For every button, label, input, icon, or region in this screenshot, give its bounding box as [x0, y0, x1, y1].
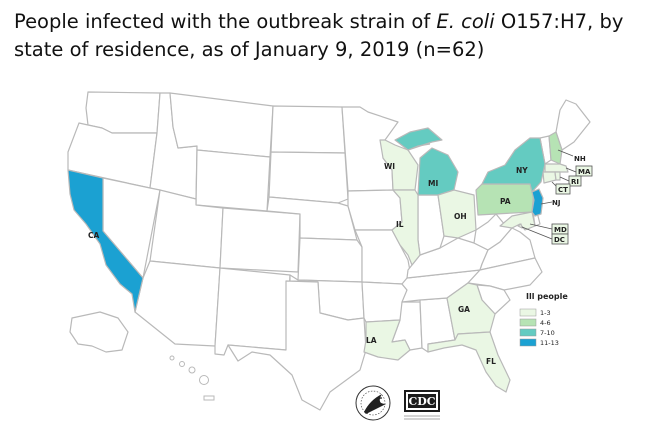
- label-fl: FL: [486, 357, 496, 366]
- state-me: [555, 99, 591, 151]
- label-md: MD: [554, 226, 567, 234]
- legend: Ill people 1-3 4-6 7-10 11-13: [519, 292, 568, 347]
- state-labels: CA WI MI IL OH NY PA GA LA FL: [88, 162, 528, 366]
- state-ma: [544, 163, 569, 173]
- title-suffix: O157:H7, by state of residence, as of Ja…: [14, 10, 624, 61]
- label-il: IL: [396, 220, 404, 229]
- state-ri: [554, 171, 561, 181]
- label-pa: PA: [500, 197, 511, 206]
- state-ct: [542, 171, 557, 184]
- state-nd: [270, 105, 346, 154]
- state-nj: [531, 188, 544, 217]
- legend-label: 4-6: [540, 319, 551, 327]
- state-az: [134, 260, 221, 347]
- legend-swatch: [519, 318, 537, 327]
- state-co: [219, 207, 301, 273]
- label-ga: GA: [458, 305, 470, 314]
- title-organism: E. coli: [436, 10, 495, 33]
- label-ma: MA: [578, 168, 591, 176]
- callouts: NH MA RI CT NJ MD DC: [521, 149, 593, 245]
- label-ny: NY: [516, 166, 528, 175]
- great-lakes-outline: [407, 143, 431, 151]
- hhs-logo: [355, 385, 391, 421]
- cdc-logo: CDC: [404, 390, 440, 420]
- state-ia: [347, 189, 403, 231]
- state-nm: [214, 267, 291, 356]
- label-ca: CA: [88, 231, 100, 240]
- colored-states: [67, 127, 569, 393]
- state-tx: [227, 280, 367, 411]
- callout-box-ri: [568, 175, 582, 187]
- callout-box-ct: [555, 183, 571, 195]
- state-wi: [379, 139, 419, 191]
- legend-swatch: [519, 338, 537, 347]
- state-sd: [268, 151, 349, 204]
- state-ca: [67, 169, 144, 313]
- label-ct: CT: [558, 186, 568, 194]
- state-ks: [297, 237, 363, 283]
- cdc-logo-text: CDC: [408, 395, 435, 408]
- legend-label: 7-10: [540, 329, 555, 337]
- legend-swatch: [519, 328, 537, 337]
- title-prefix: People infected with the outbreak strain…: [14, 10, 437, 33]
- legend-label: 11-13: [540, 339, 559, 347]
- inset-hawaii: [169, 355, 209, 385]
- state-oh: [437, 189, 477, 239]
- inset-puerto-rico: [203, 395, 215, 401]
- label-dc: DC: [554, 236, 565, 244]
- state-md: [499, 211, 536, 231]
- callout-box-ma: [575, 165, 593, 177]
- label-wi: WI: [384, 162, 395, 171]
- label-oh: OH: [454, 212, 467, 221]
- legend-title: Ill people: [526, 292, 568, 301]
- callout-box-dc: [551, 233, 569, 245]
- state-wy: [195, 149, 271, 212]
- map-title: People infected with the outbreak strain…: [14, 8, 654, 64]
- legend-swatch: [519, 308, 537, 317]
- label-nj: NJ: [552, 199, 560, 207]
- state-nh: [548, 131, 563, 165]
- label-nh: NH: [574, 155, 586, 163]
- state-dc: [517, 223, 523, 229]
- state-fl: [427, 331, 511, 393]
- state-ny: [481, 137, 546, 193]
- legend-label: 1-3: [540, 309, 551, 317]
- inset-alaska: [69, 311, 129, 353]
- label-mi: MI: [428, 179, 438, 188]
- state-la: [363, 319, 411, 361]
- label-la: LA: [366, 336, 377, 345]
- uncolored-states: [67, 91, 591, 411]
- label-ri: RI: [571, 178, 579, 186]
- state-mt: [169, 92, 274, 158]
